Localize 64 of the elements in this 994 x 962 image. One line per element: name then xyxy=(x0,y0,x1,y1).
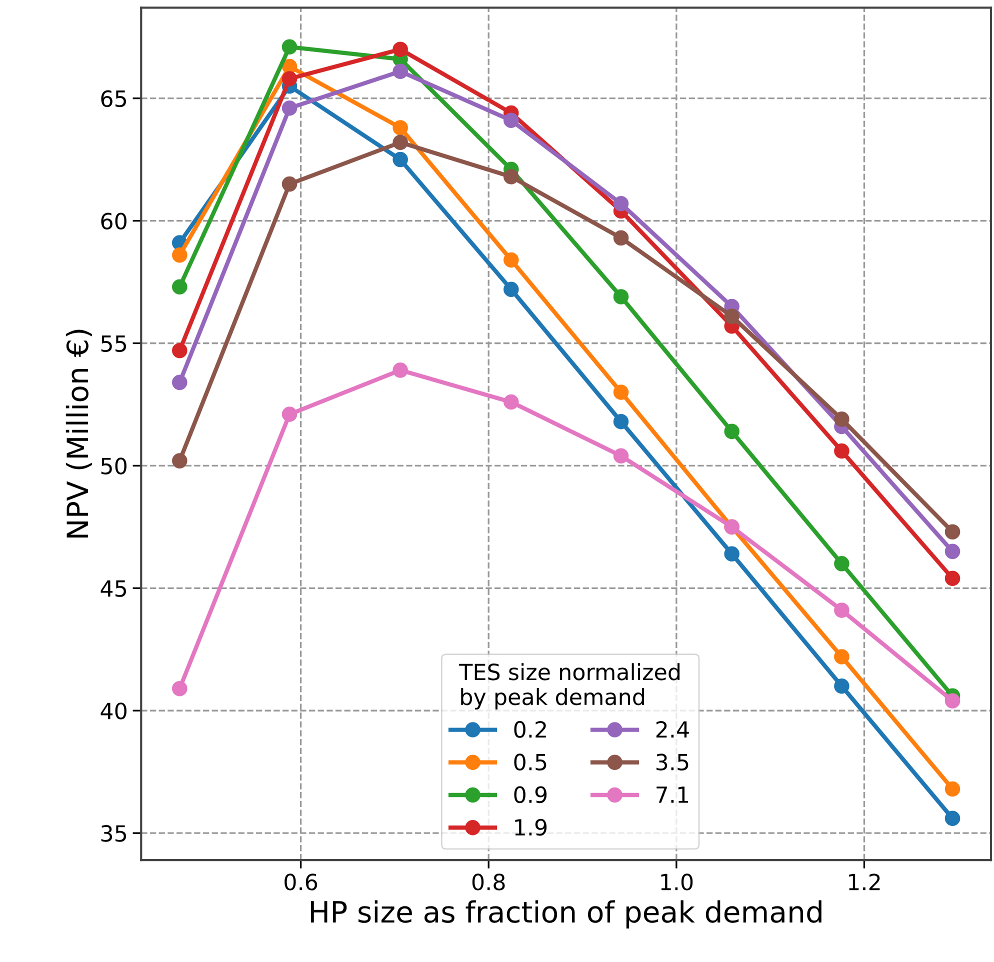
point xyxy=(282,39,298,55)
point xyxy=(504,169,519,184)
y-tick-label: 50 xyxy=(101,458,126,474)
legend-label: 0.2 xyxy=(514,721,546,738)
x-tick-label: 0.6 xyxy=(284,874,318,890)
point xyxy=(834,443,850,459)
point xyxy=(944,544,960,560)
point xyxy=(392,134,408,150)
point xyxy=(613,448,629,464)
point xyxy=(282,406,298,422)
point xyxy=(724,546,740,562)
legend-label: 1.9 xyxy=(515,818,547,836)
y-tick-label: 65 xyxy=(101,90,126,108)
legend-title: TES size normalized by peak demand xyxy=(459,663,680,710)
point xyxy=(392,64,408,80)
y-tick-label: 60 xyxy=(101,212,126,230)
point xyxy=(944,810,960,826)
point xyxy=(172,680,188,696)
point xyxy=(613,289,629,304)
point xyxy=(172,279,188,295)
point xyxy=(944,524,960,540)
point xyxy=(504,112,519,128)
point xyxy=(834,412,850,427)
point xyxy=(282,176,298,192)
y-axis-title: NPV (Million €) xyxy=(66,330,92,538)
point xyxy=(392,362,408,378)
point xyxy=(282,71,298,86)
legend-label: 2.4 xyxy=(656,721,689,738)
point xyxy=(613,414,629,430)
legend-label: 0.9 xyxy=(514,786,547,804)
point xyxy=(613,230,629,246)
point xyxy=(834,602,850,618)
point xyxy=(834,556,850,572)
y-tick-label: 40 xyxy=(100,702,126,720)
point xyxy=(724,308,740,324)
point xyxy=(392,120,408,136)
point xyxy=(834,649,850,664)
x-tick-label: 1.0 xyxy=(661,874,693,890)
point xyxy=(724,424,740,440)
point xyxy=(504,394,519,410)
legend-label: 3.5 xyxy=(656,754,688,770)
point xyxy=(944,570,960,586)
legend-label: 7.1 xyxy=(656,786,688,803)
point xyxy=(282,100,298,116)
x-axis-title: HP size as fraction of peak demand xyxy=(311,900,822,929)
point xyxy=(172,374,188,390)
point xyxy=(172,453,188,468)
x-tick-label: 0.8 xyxy=(472,874,505,890)
point xyxy=(944,781,960,797)
legend-label: 0.5 xyxy=(514,754,546,770)
point xyxy=(504,252,519,268)
point xyxy=(613,196,629,212)
point xyxy=(392,42,408,57)
y-tick-label: 55 xyxy=(101,335,126,352)
y-tick-label: 35 xyxy=(101,825,126,842)
point xyxy=(504,282,519,297)
point xyxy=(944,693,960,708)
point xyxy=(392,152,408,168)
point xyxy=(834,678,850,694)
point xyxy=(172,247,188,263)
point xyxy=(172,342,188,358)
point xyxy=(613,384,629,400)
x-tick-label: 1.2 xyxy=(849,874,880,890)
y-tick-label: 45 xyxy=(100,580,126,597)
